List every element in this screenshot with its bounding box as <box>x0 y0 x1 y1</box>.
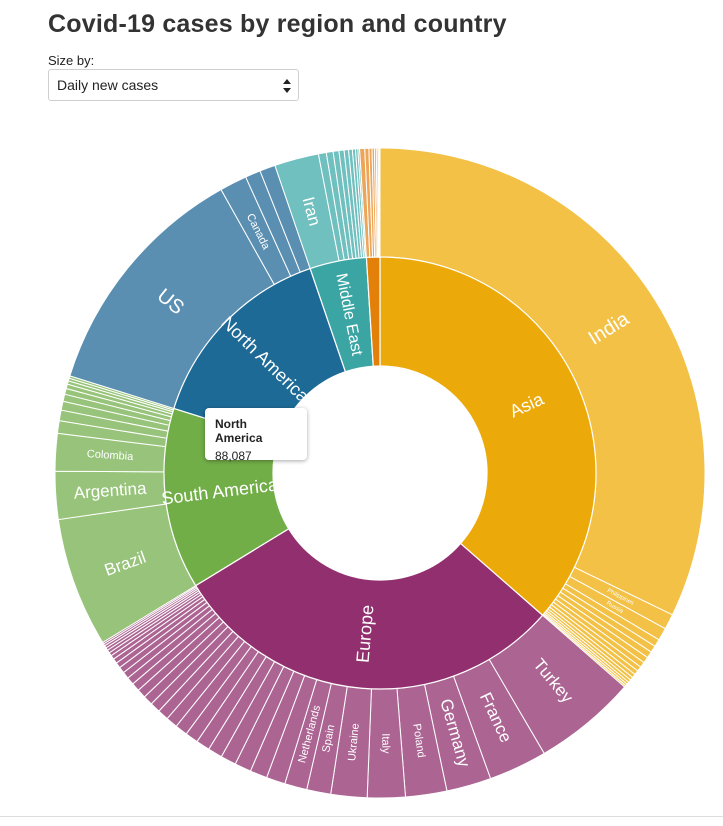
sunburst-chart: Asia India Philippines Russia Europe Turkey Fr… <box>0 120 723 810</box>
country-label-colombia: Colombia <box>86 448 134 463</box>
region-arc-europe[interactable] <box>194 527 544 690</box>
sunburst-svg: AsiaIndiaPhilippinesRussiaEuropeTurkeyFr… <box>54 147 706 799</box>
region-label-europe: Europe <box>353 604 378 664</box>
page-title: Covid-19 cases by region and country <box>48 10 507 38</box>
country-ring <box>54 147 706 799</box>
select-arrows-icon <box>283 79 291 93</box>
country-label-ukraine: Ukraine <box>346 723 362 762</box>
size-by-select[interactable]: Daily new cases <box>48 69 299 101</box>
country-label-poland: Poland <box>410 723 427 759</box>
region-ring <box>163 256 597 690</box>
country-arc[interactable] <box>378 147 381 258</box>
tooltip-title: North America <box>215 417 263 445</box>
size-by-selected-value: Daily new cases <box>57 77 159 93</box>
tooltip: North America 88,087 <box>205 408 307 463</box>
bottom-divider <box>0 816 723 817</box>
region-arc-africa[interactable] <box>365 256 381 367</box>
size-by-label: Size by: <box>48 53 95 68</box>
country-label-spain: Spain <box>320 724 337 754</box>
tooltip-value: 88,087 <box>215 449 252 463</box>
region-arc-asia[interactable] <box>379 256 597 617</box>
country-label-italy: Italy <box>379 733 391 754</box>
